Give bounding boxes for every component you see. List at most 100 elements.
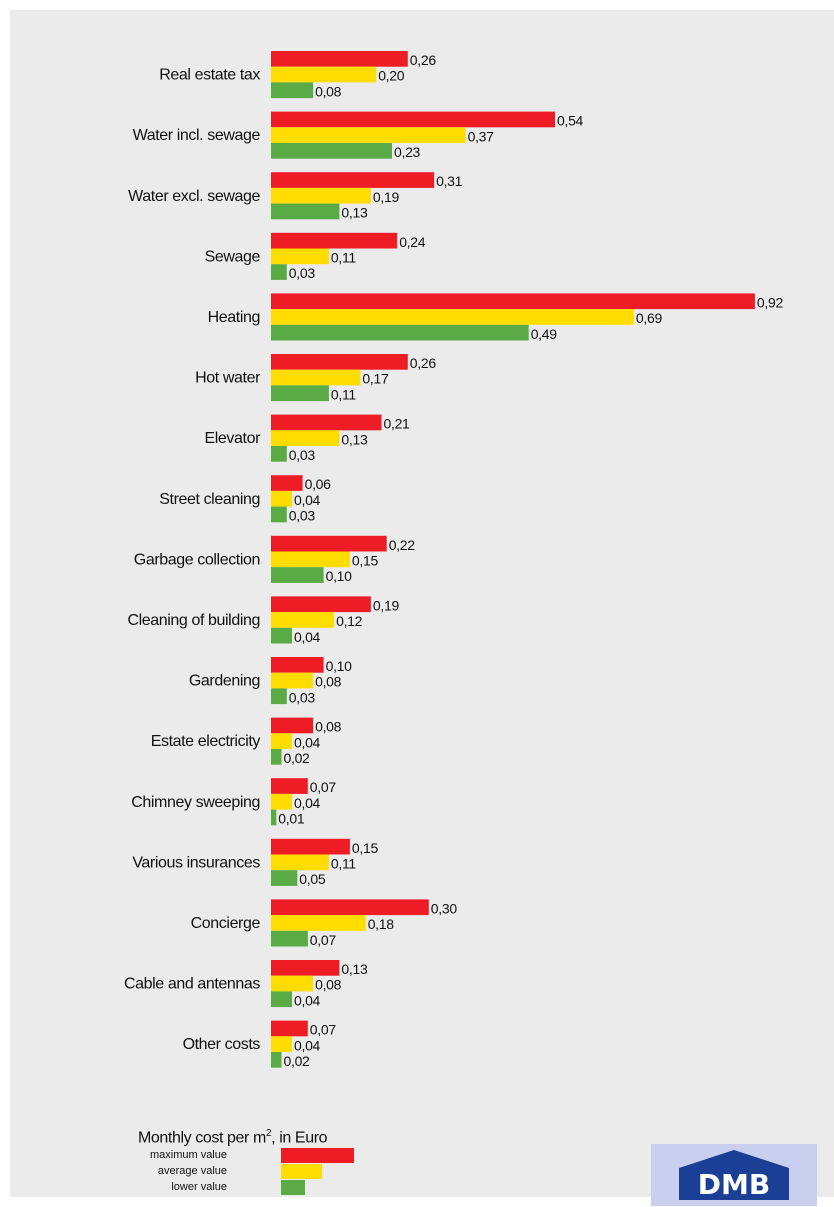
category-group: Chimney sweeping 0,070,040,01 bbox=[131, 778, 337, 827]
value-label: 0,69 bbox=[636, 310, 663, 326]
category-group: Concierge 0,30 0,18 0,07 bbox=[191, 899, 458, 948]
category-group: Estate electricity 0,080,040,02 bbox=[151, 717, 342, 766]
category-group: Sewage 0,24 0,11 0,03 bbox=[205, 232, 426, 281]
legend-label-lower: lower value bbox=[171, 1181, 227, 1193]
bar-maximum bbox=[271, 778, 308, 794]
category-group: Street cleaning 0,060,040,03 bbox=[159, 475, 331, 524]
bar-average bbox=[271, 733, 292, 749]
category-label: Chimney sweeping bbox=[131, 794, 260, 811]
bar-lower bbox=[271, 1052, 282, 1068]
legend-title: Monthly cost per m2, in Euro bbox=[138, 1128, 328, 1147]
value-label: 0,24 bbox=[399, 234, 426, 250]
value-label: 0,19 bbox=[373, 189, 400, 205]
category-label: Water excl. sewage bbox=[128, 188, 260, 205]
bar-lower bbox=[271, 930, 308, 947]
bar-maximum bbox=[271, 960, 340, 976]
bar-average bbox=[271, 369, 361, 386]
category-group: Gardening 0,100,080,03 bbox=[189, 657, 352, 705]
logo-roof-icon bbox=[679, 1150, 789, 1200]
value-label: 0,26 bbox=[410, 355, 437, 371]
value-label: 0,08 bbox=[315, 674, 342, 690]
bar-maximum bbox=[271, 232, 398, 249]
bar-lower bbox=[271, 870, 298, 886]
bar-average bbox=[271, 66, 377, 83]
bar-maximum bbox=[271, 354, 408, 370]
bar-lower bbox=[271, 991, 292, 1008]
bar-average bbox=[271, 248, 329, 265]
bar-average bbox=[271, 975, 314, 992]
value-label: 0,04 bbox=[294, 992, 321, 1008]
bar-maximum bbox=[271, 293, 755, 310]
value-label: 0,03 bbox=[289, 508, 316, 524]
value-label: 0,13 bbox=[341, 205, 368, 221]
bar-maximum bbox=[271, 51, 408, 67]
value-label: 0,13 bbox=[341, 961, 368, 977]
value-label: 0,19 bbox=[373, 597, 400, 613]
bar-average bbox=[271, 490, 292, 507]
category-label: Real estate tax bbox=[159, 67, 260, 84]
bar-lower bbox=[271, 627, 292, 644]
legend-item-average: average value bbox=[158, 1164, 380, 1179]
category-label: Garbage collection bbox=[134, 551, 260, 568]
bar-maximum bbox=[271, 596, 371, 613]
bar-lower bbox=[271, 446, 287, 462]
bar-average bbox=[271, 309, 634, 325]
value-label: 0,04 bbox=[294, 1037, 321, 1053]
category-group: Water incl. sewage 0,54 0,37 0,23 bbox=[133, 111, 584, 160]
value-label: 0,04 bbox=[294, 734, 321, 750]
legend-swatch-average bbox=[281, 1164, 322, 1179]
value-label: 0,21 bbox=[384, 416, 411, 432]
value-label: 0,07 bbox=[310, 932, 337, 948]
category-group: Other costs 0,070,040,02 bbox=[183, 1020, 337, 1069]
bar-average bbox=[271, 612, 335, 628]
category-group: Hot water 0,26 0,17 0,11 bbox=[195, 354, 437, 402]
chart-panel: Real estate tax 0,26 0,20 0,08 Water incl. s… bbox=[10, 10, 834, 1206]
bar-lower bbox=[271, 385, 329, 402]
bar-average bbox=[271, 551, 350, 568]
bar-maximum bbox=[271, 717, 314, 734]
bar-average bbox=[271, 915, 366, 931]
value-label: 0,54 bbox=[557, 113, 584, 129]
value-label: 0,04 bbox=[294, 795, 321, 811]
bar-lower bbox=[271, 143, 392, 159]
bar-lower bbox=[271, 567, 324, 583]
bar-maximum bbox=[271, 1020, 308, 1037]
bar-average bbox=[271, 854, 329, 871]
value-label: 0,07 bbox=[310, 1022, 337, 1038]
bar-chart: Real estate tax 0,26 0,20 0,08 Water incl. s… bbox=[124, 51, 784, 1069]
value-label: 0,17 bbox=[362, 371, 389, 387]
value-label: 0,05 bbox=[299, 871, 326, 887]
category-label: Cable and antennas bbox=[124, 976, 260, 993]
value-label: 0,31 bbox=[436, 173, 463, 189]
value-label: 0,13 bbox=[341, 431, 368, 447]
category-group: Various insurances 0,150,11 0,05 bbox=[132, 838, 379, 887]
category-group: Cleaning of building 0,19 0,12 0,04 bbox=[127, 596, 400, 645]
value-label: 0,22 bbox=[389, 537, 416, 553]
value-label: 0,10 bbox=[326, 658, 353, 674]
value-label: 0,04 bbox=[294, 629, 321, 645]
category-group: Heating 0,92 0,69 0,49 bbox=[208, 293, 784, 342]
category-label: Street cleaning bbox=[159, 491, 260, 508]
bar-lower bbox=[271, 264, 287, 280]
value-label: 0,37 bbox=[468, 128, 495, 144]
bar-maximum bbox=[271, 172, 435, 188]
legend-swatch-maximum bbox=[281, 1148, 354, 1163]
value-label: 0,03 bbox=[289, 447, 316, 463]
bar-lower bbox=[271, 688, 287, 705]
value-label: 0,12 bbox=[336, 613, 363, 629]
value-label: 0,02 bbox=[284, 750, 311, 766]
value-label: 0,18 bbox=[368, 916, 395, 932]
value-label: 0,08 bbox=[315, 719, 342, 735]
category-group: Cable and antennas 0,130,080,04 bbox=[124, 960, 368, 1008]
category-group: Elevator 0,21 0,13 0,03 bbox=[205, 414, 411, 463]
value-label: 0,49 bbox=[531, 326, 558, 342]
category-label: Other costs bbox=[183, 1036, 261, 1053]
value-label: 0,07 bbox=[310, 779, 337, 795]
bar-average bbox=[271, 127, 466, 143]
category-group: Garbage collection 0,22 0,150,10 bbox=[134, 535, 416, 584]
bar-average bbox=[271, 672, 314, 689]
bar-lower bbox=[271, 203, 340, 220]
category-label: Gardening bbox=[189, 673, 260, 690]
bar-lower bbox=[271, 324, 529, 341]
value-label: 0,03 bbox=[289, 265, 316, 281]
